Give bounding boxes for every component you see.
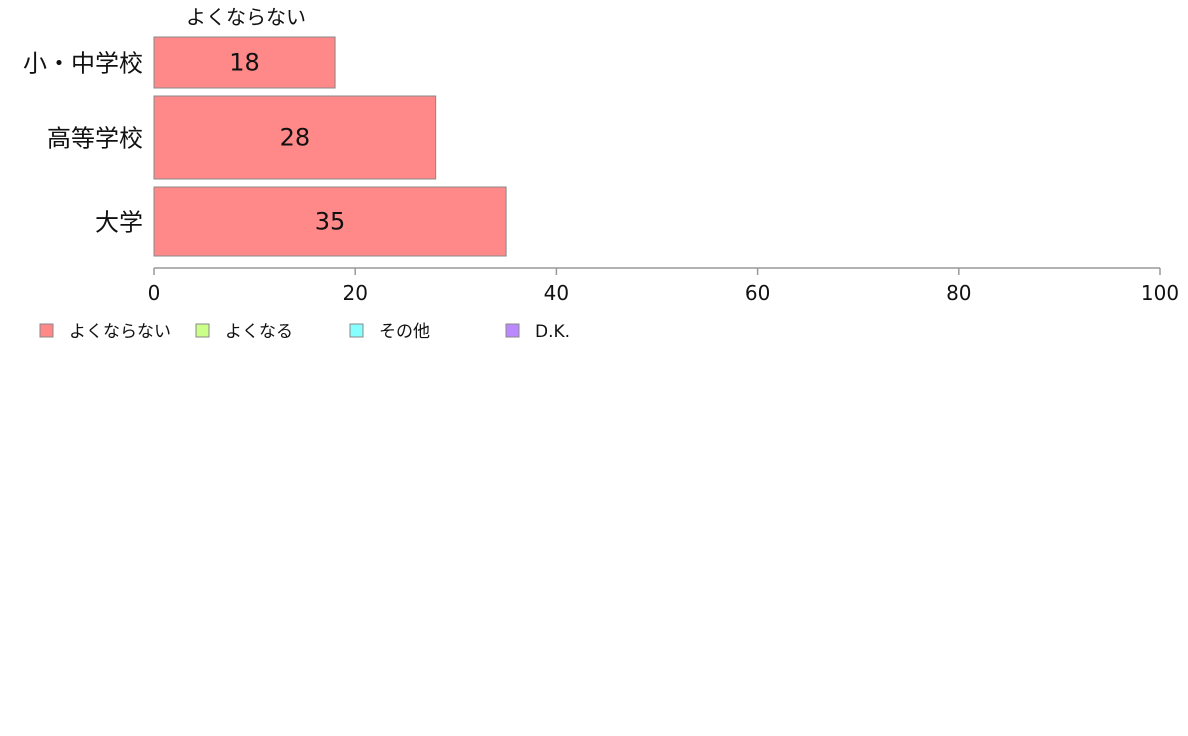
bar-segment xyxy=(153,186,507,257)
category-label: 大学 xyxy=(95,209,143,237)
bars-layer: 18 28 35 xyxy=(153,36,507,257)
legend-label: その他 xyxy=(379,322,430,342)
legend-swatch xyxy=(195,323,210,338)
x-tick-label: 40 xyxy=(544,281,569,305)
x-tick-label: 20 xyxy=(342,281,367,305)
bar-value-label: 35 xyxy=(315,208,346,236)
legend-swatch xyxy=(505,323,520,338)
series-header-label: よくならない xyxy=(186,5,306,29)
bar-segment xyxy=(153,36,336,89)
x-tick-label: 60 xyxy=(745,281,770,305)
x-axis: 0 20 40 60 80 100 xyxy=(148,267,1179,305)
bar-value-label: 18 xyxy=(229,49,260,77)
legend-swatch xyxy=(349,323,364,338)
bar-segment xyxy=(153,95,437,180)
category-label: 小・中学校 xyxy=(23,50,143,78)
x-tick-label: 0 xyxy=(148,281,161,305)
x-tick-label: 100 xyxy=(1141,281,1179,305)
legend-label: よくならない xyxy=(69,322,171,342)
x-tick-label: 80 xyxy=(946,281,971,305)
legend: よくならない よくなる その他 D.K. xyxy=(39,322,570,342)
bar-value-label: 28 xyxy=(280,124,311,152)
legend-label: D.K. xyxy=(535,322,570,342)
category-label: 高等学校 xyxy=(47,125,143,153)
legend-label: よくなる xyxy=(225,322,293,342)
legend-swatch xyxy=(39,323,54,338)
